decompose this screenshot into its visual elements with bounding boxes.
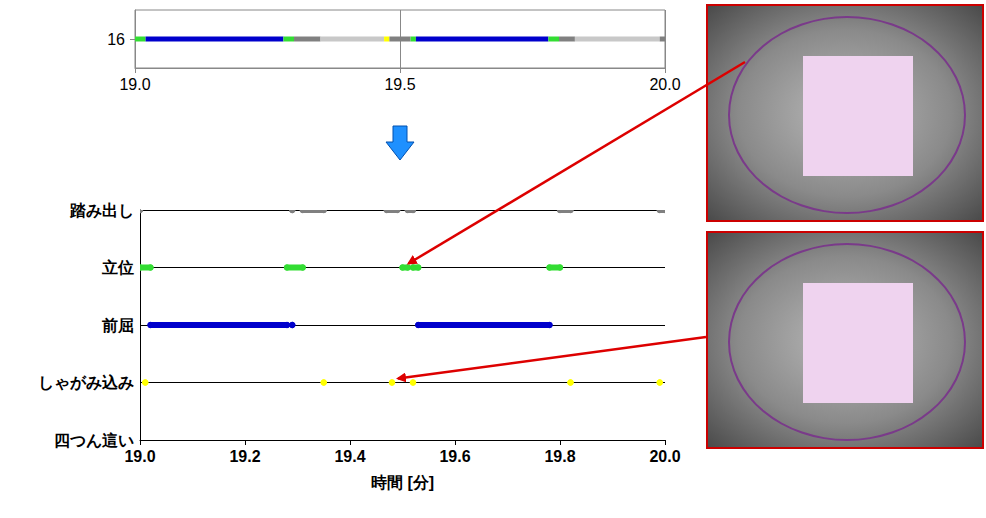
svg-text:立位: 立位 — [101, 258, 134, 276]
svg-text:踏み出し: 踏み出し — [69, 202, 134, 219]
svg-text:19.5: 19.5 — [384, 76, 415, 93]
svg-text:前屈: 前屈 — [101, 317, 134, 334]
svg-text:20.0: 20.0 — [649, 76, 680, 93]
svg-text:19.6: 19.6 — [439, 448, 470, 465]
svg-text:時間 [分]: 時間 [分] — [371, 474, 434, 491]
svg-text:20.0: 20.0 — [649, 448, 680, 465]
svg-text:16: 16 — [107, 31, 125, 48]
svg-text:19.4: 19.4 — [334, 448, 365, 465]
svg-text:しゃがみ込み: しゃがみ込み — [38, 374, 134, 391]
svg-text:19.2: 19.2 — [229, 448, 260, 465]
svg-text:19.0: 19.0 — [119, 76, 150, 93]
svg-text:四つん這い: 四つん這い — [54, 432, 134, 449]
svg-text:19.0: 19.0 — [124, 448, 155, 465]
svg-text:19.8: 19.8 — [544, 448, 575, 465]
